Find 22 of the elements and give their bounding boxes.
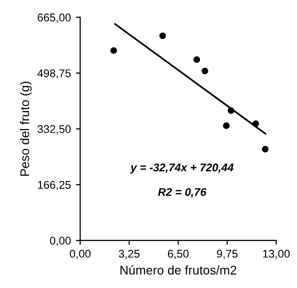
point	[202, 68, 208, 74]
x-axis-title: Número de frutos/m2	[120, 265, 236, 275]
annotation: R2 = 0,76	[158, 188, 206, 198]
y-tick-label: 166,25	[38, 180, 71, 190]
point	[262, 146, 268, 152]
point	[193, 56, 200, 63]
point	[223, 122, 230, 129]
x-tick-label: 0,00	[70, 250, 91, 259]
x-tick-label: 3,25	[118, 250, 140, 259]
x-tick-label: 9,75	[216, 250, 238, 259]
y-axis-title: Peso del fruto (g)	[20, 82, 32, 176]
y-tick-label: 0,00	[50, 236, 71, 246]
x-tick-label: 6,50	[168, 250, 189, 259]
point	[228, 107, 234, 114]
x-tick-label: 13,00	[263, 250, 290, 259]
y-tick-label: 498,75	[37, 69, 71, 79]
y-tick-label: 665,00	[38, 14, 71, 23]
annotation: y = -32,74x + 720,44	[130, 164, 234, 174]
point	[159, 32, 166, 40]
y-tick-label: 332,50	[38, 125, 71, 134]
point	[110, 47, 117, 54]
point	[252, 120, 259, 127]
